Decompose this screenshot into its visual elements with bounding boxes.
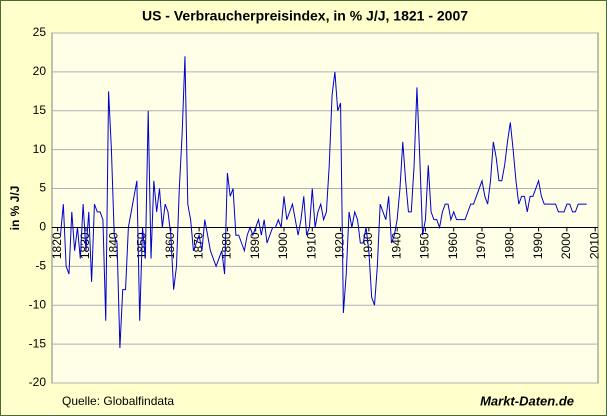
y-tick-label: 25 bbox=[33, 25, 47, 39]
y-tick-label: -15 bbox=[29, 336, 47, 350]
x-tick-label: 1980 bbox=[502, 232, 516, 259]
y-tick-label: -20 bbox=[29, 375, 47, 389]
x-tick-label: 1910 bbox=[304, 232, 318, 259]
x-tick-label: 1920 bbox=[333, 232, 347, 259]
x-tick-label: 1960 bbox=[446, 232, 460, 259]
x-tick-label: 2000 bbox=[559, 232, 573, 259]
plot-area bbox=[51, 32, 599, 384]
x-tick-label: 1880 bbox=[220, 232, 234, 259]
y-tick-label: 15 bbox=[33, 103, 47, 117]
x-tick-label: 1870 bbox=[191, 232, 205, 259]
x-tick-label: 1890 bbox=[248, 232, 262, 259]
data-line bbox=[59, 56, 587, 349]
x-tick-label: 1840 bbox=[106, 232, 120, 259]
x-tick-label: 2010 bbox=[587, 232, 601, 259]
x-tick-label: 1950 bbox=[418, 232, 432, 259]
x-tick-label: 1860 bbox=[163, 232, 177, 259]
y-tick-label: 5 bbox=[39, 181, 46, 195]
y-axis-label: in % J/J bbox=[8, 186, 22, 231]
brand: Markt-Daten.de bbox=[480, 393, 574, 408]
y-tick-label: -5 bbox=[35, 259, 46, 273]
y-tick-label: 20 bbox=[33, 64, 47, 78]
y-tick-label: -10 bbox=[29, 297, 47, 311]
x-tick-label: 1970 bbox=[474, 232, 488, 259]
chart-title: US - Verbraucherpreisindex, in % J/J, 18… bbox=[142, 8, 468, 24]
x-tick-label: 1990 bbox=[531, 232, 545, 259]
source: Quelle: Globalfindata bbox=[62, 394, 174, 408]
x-tick-label: 1900 bbox=[276, 232, 290, 259]
x-tick-label: 1820 bbox=[50, 232, 64, 259]
y-tick-label: 0 bbox=[39, 220, 46, 234]
y-tick-label: 10 bbox=[33, 142, 47, 156]
